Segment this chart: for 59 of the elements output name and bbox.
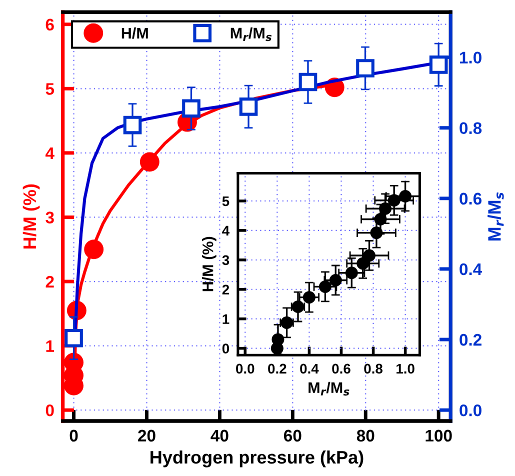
point xyxy=(370,226,383,240)
point xyxy=(298,72,318,92)
x-tick-label: 80 xyxy=(356,430,374,442)
point xyxy=(363,249,376,262)
point xyxy=(388,194,400,207)
point xyxy=(84,240,104,260)
point xyxy=(123,116,142,134)
y-tick-label: 0 xyxy=(222,344,230,354)
x-tick-label: 0.6 xyxy=(332,364,350,374)
y-tick-label: 2 xyxy=(222,284,230,294)
x-tick-label: 0.4 xyxy=(300,364,319,374)
y-tick-label: 3 xyxy=(46,212,54,224)
x-axis-title: Hydrogen pressure (kPa) xyxy=(150,450,364,468)
x-tick-label: 60 xyxy=(284,430,302,442)
x-axis-title: M$_{r}$/M$_{s}$ xyxy=(308,382,350,396)
point xyxy=(329,274,342,286)
y-tick-label: 6 xyxy=(46,18,54,31)
point xyxy=(182,99,200,118)
point xyxy=(64,328,83,348)
point xyxy=(140,152,160,172)
point xyxy=(318,280,332,293)
point xyxy=(345,266,358,280)
y2-tick-label: 0.6 xyxy=(460,192,482,205)
y-tick-label: 2 xyxy=(46,276,54,288)
point xyxy=(429,56,448,74)
x-tick-label: 1.0 xyxy=(396,364,414,374)
y-tick-label: 5 xyxy=(46,83,54,95)
x-tick-label: 40 xyxy=(210,430,228,442)
x-tick-label: 0.0 xyxy=(236,364,254,374)
y2-axis-title: M$_{r}$/M$_{s}$ xyxy=(488,192,504,240)
legend-label: H/M xyxy=(122,27,148,39)
y-tick-label: 3 xyxy=(222,255,230,266)
y-tick-label: 4 xyxy=(222,226,230,236)
x-tick-label: 100 xyxy=(426,430,452,442)
x-tick-label: 0.8 xyxy=(364,364,383,374)
y-tick-label: 0 xyxy=(46,404,54,416)
point xyxy=(302,291,316,304)
y2-tick-label: 0.2 xyxy=(460,334,482,346)
y-axis-title: H/M (%) xyxy=(202,236,216,292)
y2-tick-label: 1.0 xyxy=(460,52,482,64)
y2-tick-label: 0.4 xyxy=(460,263,482,276)
y-tick-label: 1 xyxy=(222,314,230,324)
point xyxy=(399,190,412,202)
y-tick-label: 5 xyxy=(222,196,230,206)
point xyxy=(356,59,374,78)
y-axis-title: H/M (%) xyxy=(22,184,40,248)
legend-label: M$_{r}$/M$_{s}$ xyxy=(230,27,272,42)
y-tick-label: 1 xyxy=(46,340,54,352)
y2-tick-label: 0.0 xyxy=(460,404,482,416)
y-tick-label: 4 xyxy=(45,148,54,159)
x-tick-label: 20 xyxy=(138,430,156,442)
point xyxy=(239,98,258,116)
x-tick-label: 0 xyxy=(70,430,78,442)
y2-tick-label: 0.8 xyxy=(460,122,482,134)
point xyxy=(374,212,387,226)
point xyxy=(272,333,284,346)
point xyxy=(356,257,370,270)
point xyxy=(379,202,392,215)
x-tick-label: 0.2 xyxy=(268,364,286,374)
